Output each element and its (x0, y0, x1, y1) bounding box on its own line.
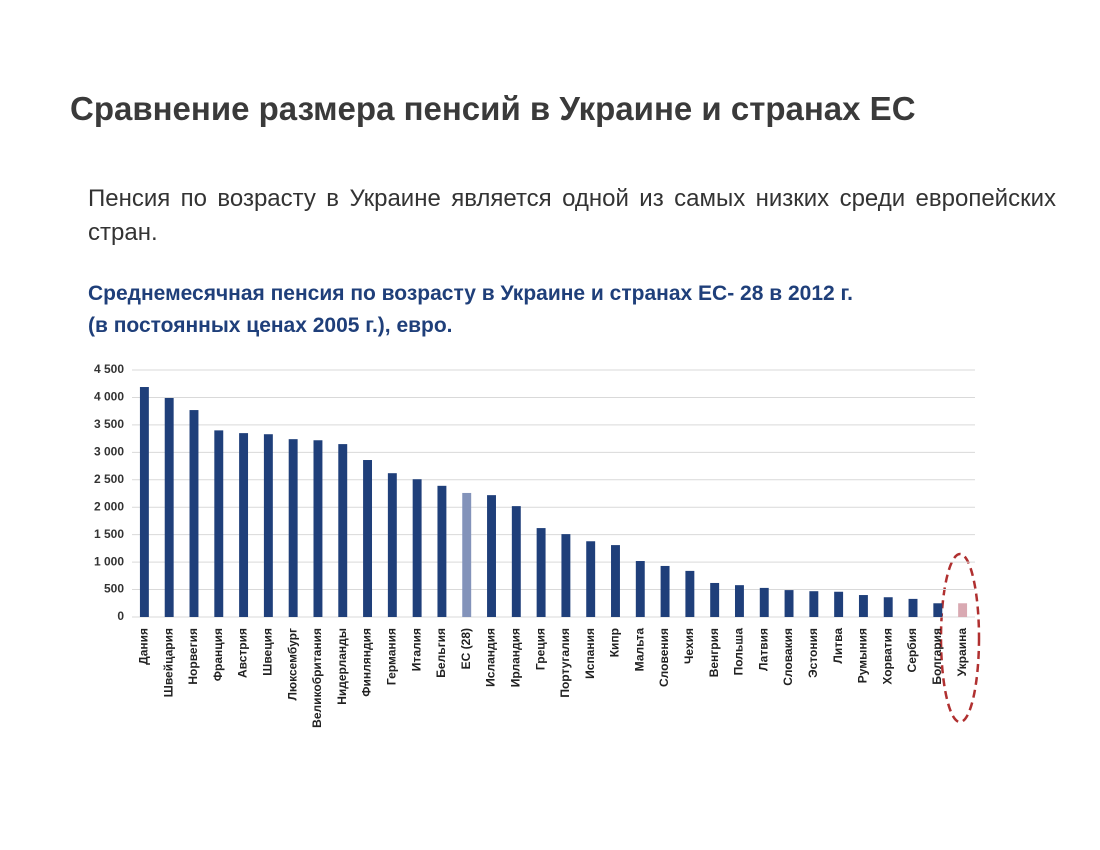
y-tick-label: 0 (117, 609, 124, 623)
chart-subtitle: (в постоянных ценах 2005 г.), евро. (88, 314, 453, 337)
y-tick-label: 4 500 (94, 362, 124, 376)
bar (189, 410, 199, 617)
bar (437, 485, 447, 617)
bar (586, 541, 596, 617)
x-tick-label: Швейцария (161, 628, 175, 697)
y-tick-label: 500 (104, 582, 124, 596)
x-tick-label: Италия (409, 628, 423, 671)
y-tick-label: 1 000 (94, 554, 124, 568)
x-tick-label: Венгрия (707, 628, 721, 677)
bar (809, 591, 819, 617)
x-tick-label: Люксембург (285, 628, 299, 701)
slide-paragraph: Пенсия по возрасту в Украине является од… (88, 185, 1056, 246)
y-tick-label: 3 500 (94, 417, 124, 431)
bar (611, 545, 620, 617)
x-tick-label: Нидерланды (335, 628, 349, 705)
bar (214, 430, 224, 617)
bar (710, 582, 720, 617)
x-tick-label: Швеция (261, 628, 275, 676)
x-tick-label: Румыния (856, 628, 870, 683)
bar (139, 387, 149, 617)
x-tick-label: Кипр (608, 628, 622, 657)
x-tick-label: Мальта (632, 628, 646, 672)
x-tick-label: Финляндия (360, 628, 374, 697)
bar (660, 565, 670, 617)
bar (536, 528, 546, 617)
x-tick-label: Эстония (806, 628, 820, 678)
bar (263, 434, 273, 617)
y-tick-label: 1 500 (94, 527, 124, 541)
bar (759, 587, 769, 617)
y-tick-label: 4 000 (94, 390, 124, 404)
bar (834, 591, 844, 617)
bar (958, 603, 968, 617)
x-tick-label: Польша (732, 628, 746, 676)
x-tick-label: Ирландия (508, 628, 522, 687)
x-tick-label: Исландия (484, 628, 498, 687)
x-tick-label: Дания (137, 628, 151, 665)
y-tick-label: 2 500 (94, 472, 124, 486)
bar (883, 597, 893, 617)
x-tick-label: Сербия (905, 628, 919, 672)
bar (313, 440, 323, 617)
bar (784, 590, 794, 617)
bar (511, 506, 521, 617)
x-tick-label: Греция (533, 628, 547, 670)
x-tick-label: Бельгия (434, 628, 448, 678)
x-tick-label: Германия (385, 628, 399, 685)
x-tick-label: Норвегия (186, 628, 200, 685)
x-tick-label: Великобритания (310, 628, 324, 728)
slide-heading: Сравнение размера пенсий в Украине и стр… (70, 90, 916, 127)
bar (164, 397, 174, 617)
x-tick-label: Хорватия (880, 628, 894, 685)
x-tick-label: Словакия (781, 628, 795, 686)
bar (734, 585, 744, 617)
bar (858, 595, 868, 617)
bar (933, 603, 943, 617)
bar (387, 473, 397, 617)
bar (338, 444, 348, 617)
x-tick-label: Испания (583, 628, 597, 679)
bar (487, 495, 496, 617)
x-tick-label: Болгария (930, 628, 944, 685)
y-tick-label: 2 000 (94, 499, 124, 513)
x-tick-label: Латвия (756, 628, 770, 671)
bar (685, 570, 695, 617)
x-tick-label: Украина (955, 628, 969, 677)
x-tick-label: Чехия (682, 628, 696, 664)
bar (908, 598, 918, 617)
x-tick-label: Словения (657, 628, 671, 687)
bar (561, 534, 571, 617)
x-tick-label: Австрия (236, 628, 250, 678)
x-tick-label: Литва (831, 628, 845, 664)
y-tick-label: 3 000 (94, 445, 124, 459)
x-tick-label: Португалия (558, 628, 572, 698)
bar (363, 460, 373, 617)
x-tick-label: Франция (211, 628, 225, 681)
highlight-ellipse (939, 552, 981, 724)
bar (288, 439, 298, 617)
bar (412, 479, 422, 617)
chart-title: Среднемесячная пенсия по возрасту в Укра… (88, 282, 853, 305)
bar (462, 492, 472, 617)
bar (239, 433, 249, 617)
bar (635, 561, 645, 617)
x-tick-label: ЕС (28) (459, 628, 473, 669)
